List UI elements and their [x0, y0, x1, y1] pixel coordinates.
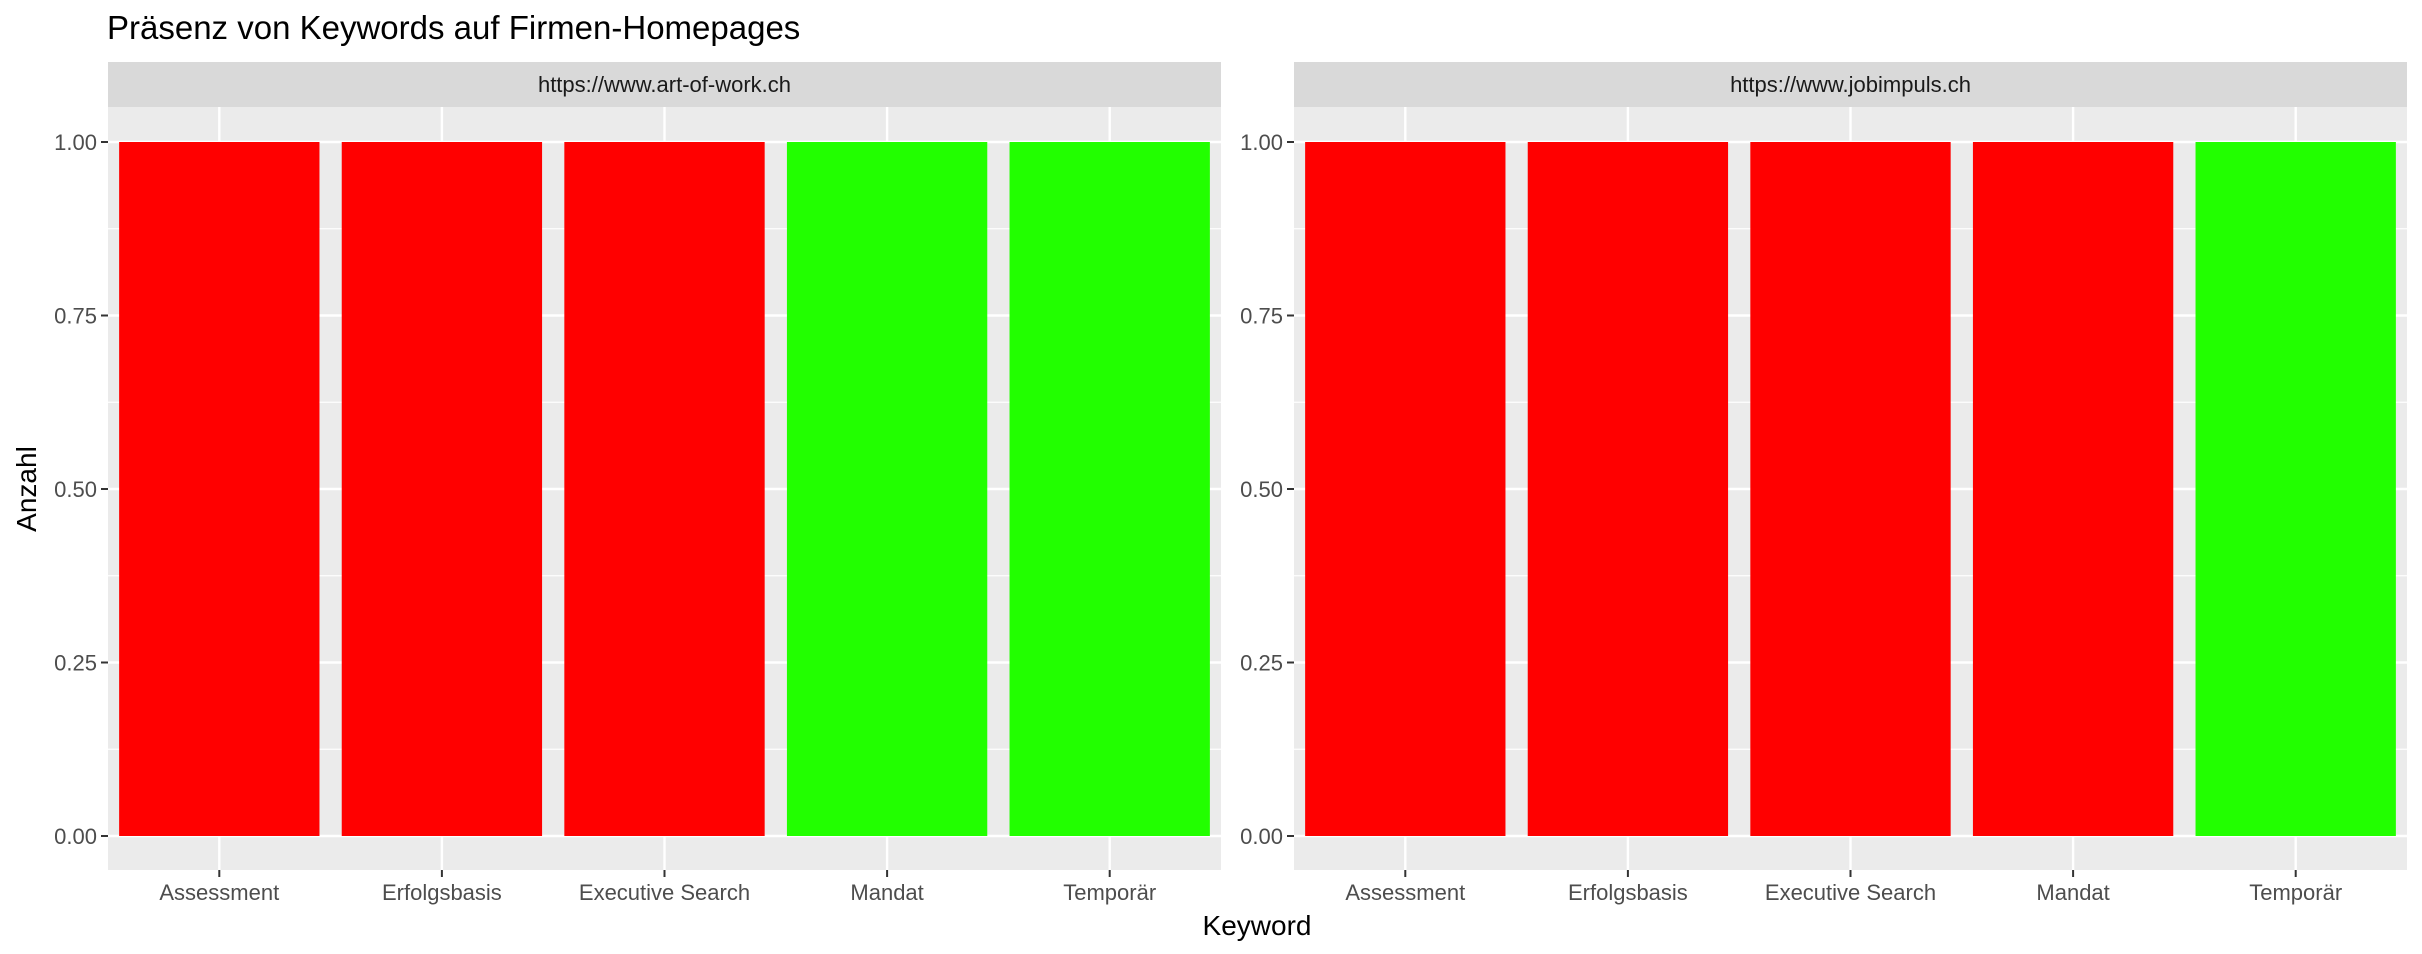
panels: https://www.art-of-work.ch 0.00 0.25 0.50 0.…: [54, 62, 2407, 905]
chart-title: Präsenz von Keywords auf Firmen-Homepage…: [107, 9, 800, 46]
y-axis-title: Anzahl: [11, 446, 42, 532]
y-tick-label: 1.00: [1240, 130, 1283, 155]
y-tick-label: 0.00: [54, 824, 97, 849]
y-tick-label: 0.75: [54, 304, 97, 329]
y-tick-label: 1.00: [54, 130, 97, 155]
x-tick-label: Erfolgsbasis: [1568, 880, 1688, 905]
facet-strip: [108, 62, 1221, 107]
facet-strip: [1294, 62, 2407, 107]
facet-strip-label: https://www.jobimpuls.ch: [1730, 72, 1971, 97]
bar-executive-search: [1750, 142, 1951, 836]
x-tick-label: Executive Search: [579, 880, 750, 905]
bar-erfolgsbasis: [341, 142, 543, 836]
bar-mandat: [786, 142, 988, 836]
bar-tempor-r: [1009, 142, 1210, 836]
y-tick-label: 0.50: [54, 477, 97, 502]
bar-mandat: [1972, 142, 2174, 836]
bar-assessment: [119, 142, 320, 836]
bar-erfolgsbasis: [1527, 142, 1729, 836]
y-tick-label: 0.25: [54, 651, 97, 676]
bar-assessment: [1305, 142, 1506, 836]
bar-executive-search: [564, 142, 765, 836]
x-tick-label: Mandat: [850, 880, 923, 905]
panel-2: https://www.jobimpuls.ch 0.00 0.25 0.50 0.75…: [1240, 62, 2407, 905]
x-tick-label: Executive Search: [1765, 880, 1936, 905]
y-tick-label: 0.50: [1240, 477, 1283, 502]
panel-1: https://www.art-of-work.ch 0.00 0.25 0.50 0.…: [54, 62, 1221, 905]
x-tick-label: Temporär: [1063, 880, 1156, 905]
bar-tempor-r: [2195, 142, 2396, 836]
x-tick-label: Temporär: [2249, 880, 2342, 905]
x-tick-label: Mandat: [2036, 880, 2109, 905]
x-tick-label: Assessment: [159, 880, 279, 905]
facet-strip-label: https://www.art-of-work.ch: [538, 72, 791, 97]
x-tick-label: Erfolgsbasis: [382, 880, 502, 905]
y-tick-label: 0.25: [1240, 651, 1283, 676]
x-axis-title: Keyword: [1203, 910, 1312, 941]
x-tick-label: Assessment: [1345, 880, 1465, 905]
y-tick-label: 0.00: [1240, 824, 1283, 849]
y-tick-label: 0.75: [1240, 304, 1283, 329]
